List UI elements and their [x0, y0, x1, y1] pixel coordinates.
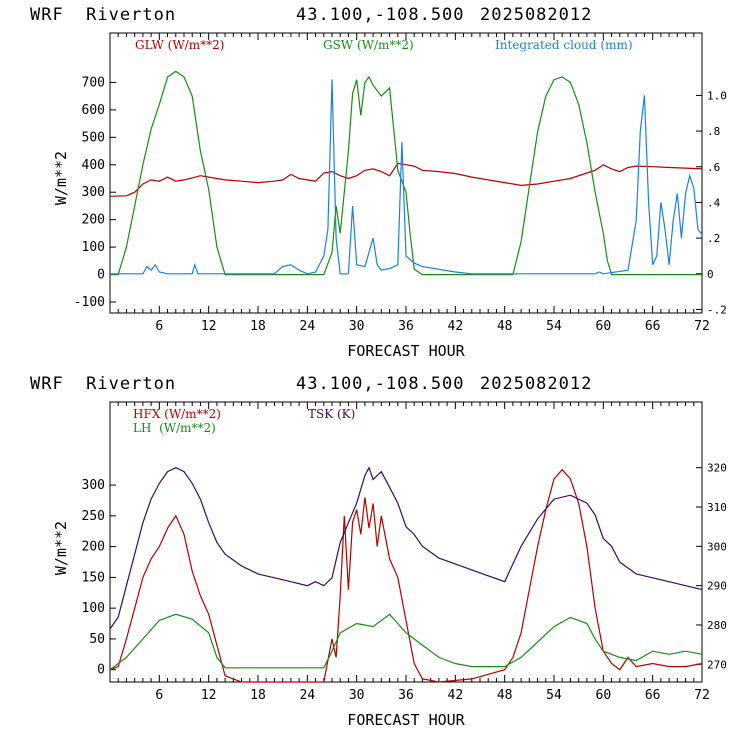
y-tick-label: 100	[82, 240, 105, 255]
top-panel: WRF Riverton 43.100,-108.500 2025082012 …	[30, 5, 727, 360]
x-tick-label: 24	[300, 688, 316, 703]
legend-cloud: Integrated cloud (mm)	[495, 38, 633, 52]
x-tick-label: 48	[497, 688, 513, 703]
legend-tsk: TSK (K)	[308, 407, 355, 421]
top-series-group	[109, 70, 703, 276]
gsw-line	[110, 70, 702, 276]
y-tick-label: 100	[82, 601, 105, 616]
right-tick-label: 290	[707, 580, 727, 593]
x-tick-label: 36	[398, 319, 414, 334]
right-tick-label: .4	[707, 196, 721, 209]
y-tick-label: 200	[82, 213, 105, 228]
x-tick-label: 24	[300, 319, 316, 334]
x-tick-label: 42	[448, 319, 464, 334]
cloud-line	[110, 79, 703, 275]
y-tick-label: 400	[82, 158, 105, 173]
y-tick-label: 50	[89, 632, 105, 647]
top-header-station: WRF Riverton	[30, 5, 176, 25]
glw-line	[109, 162, 703, 197]
tsk-line	[109, 466, 703, 630]
hfx-line	[109, 468, 703, 683]
top-y-ticks: -100 0 100 200 300 400 500 600 700	[74, 75, 116, 310]
right-tick-label: 310	[707, 501, 727, 514]
x-tick-label: 72	[694, 688, 710, 703]
bottom-panel: WRF Riverton 43.100,-108.500 2025082012 …	[30, 374, 727, 729]
x-tick-label: 12	[201, 319, 217, 334]
right-tick-label: -.2	[707, 303, 727, 316]
bottom-x-axis-label: FORECAST HOUR	[347, 711, 465, 729]
y-tick-label: 600	[82, 103, 105, 118]
y-tick-label: 300	[82, 185, 105, 200]
top-header-coords: 43.100,-108.500	[296, 5, 465, 25]
top-plot-frame	[109, 32, 703, 314]
x-tick-label: 42	[448, 688, 464, 703]
y-tick-label: 150	[82, 570, 105, 585]
legend-hfx: HFX (W/m**2)	[133, 407, 221, 421]
right-tick-label: 270	[707, 658, 727, 671]
x-tick-label: 48	[497, 319, 513, 334]
bottom-header-time: 2025082012	[480, 374, 592, 394]
legend-glw: GLW (W/m**2)	[135, 38, 224, 52]
y-tick-label: 300	[82, 478, 105, 493]
bottom-y-axis-label: W/m**2	[52, 521, 70, 575]
x-tick-label: 54	[546, 319, 562, 334]
x-tick-label: 18	[250, 319, 266, 334]
x-tick-label: 72	[694, 319, 710, 334]
bottom-x-ticks: 6 12 18 24 30 36 42 48 54 60 66 72	[117, 402, 710, 703]
top-y-axis-label: W/m**2	[52, 151, 70, 205]
y-tick-label: 250	[82, 509, 105, 524]
bottom-header-coords: 43.100,-108.500	[296, 374, 465, 394]
y-tick-label: 0	[97, 663, 105, 678]
x-tick-label: 6	[155, 688, 163, 703]
x-tick-label: 66	[645, 688, 661, 703]
x-tick-label: 6	[155, 319, 163, 334]
right-tick-label: 280	[707, 619, 727, 632]
y-tick-label: 700	[82, 75, 105, 90]
x-tick-label: 30	[349, 688, 365, 703]
legend-gsw: GSW (W/m**2)	[323, 38, 414, 52]
right-tick-label: 0	[707, 268, 714, 281]
right-tick-label: 320	[707, 462, 727, 475]
x-tick-label: 30	[349, 319, 365, 334]
bottom-y-ticks: 0 50 100 150 200 250 300	[82, 478, 116, 678]
right-tick-label: .8	[707, 125, 720, 138]
x-tick-label: 18	[250, 688, 266, 703]
lh-line	[109, 613, 703, 671]
x-tick-label: 12	[201, 688, 217, 703]
x-tick-label: 60	[596, 688, 612, 703]
x-tick-label: 66	[645, 319, 661, 334]
right-tick-label: 300	[707, 540, 727, 553]
bottom-header-station: WRF Riverton	[30, 374, 176, 394]
bottom-plot-frame	[109, 401, 703, 683]
y-tick-label: 500	[82, 130, 105, 145]
x-tick-label: 60	[596, 319, 612, 334]
top-right-ticks: -.2 0 .2 .4 .6 .8 1.0	[696, 89, 727, 316]
right-tick-label: .2	[707, 232, 720, 245]
right-tick-label: .6	[707, 161, 720, 174]
top-header-time: 2025082012	[480, 5, 592, 25]
y-tick-label: 200	[82, 540, 105, 555]
bottom-right-ticks: 270 280 290 300 310 320	[696, 462, 727, 671]
y-tick-label: 0	[97, 268, 105, 283]
x-tick-label: 36	[398, 688, 414, 703]
right-tick-label: 1.0	[707, 89, 727, 102]
top-x-axis-label: FORECAST HOUR	[347, 342, 465, 360]
top-x-ticks: 6 12 18 24 30 36 42 48 54 60 66 72	[117, 33, 710, 334]
legend-lh: LH (W/m**2)	[133, 421, 216, 435]
y-tick-label: -100	[74, 295, 105, 310]
bottom-series-group	[109, 466, 703, 683]
x-tick-label: 54	[546, 688, 562, 703]
